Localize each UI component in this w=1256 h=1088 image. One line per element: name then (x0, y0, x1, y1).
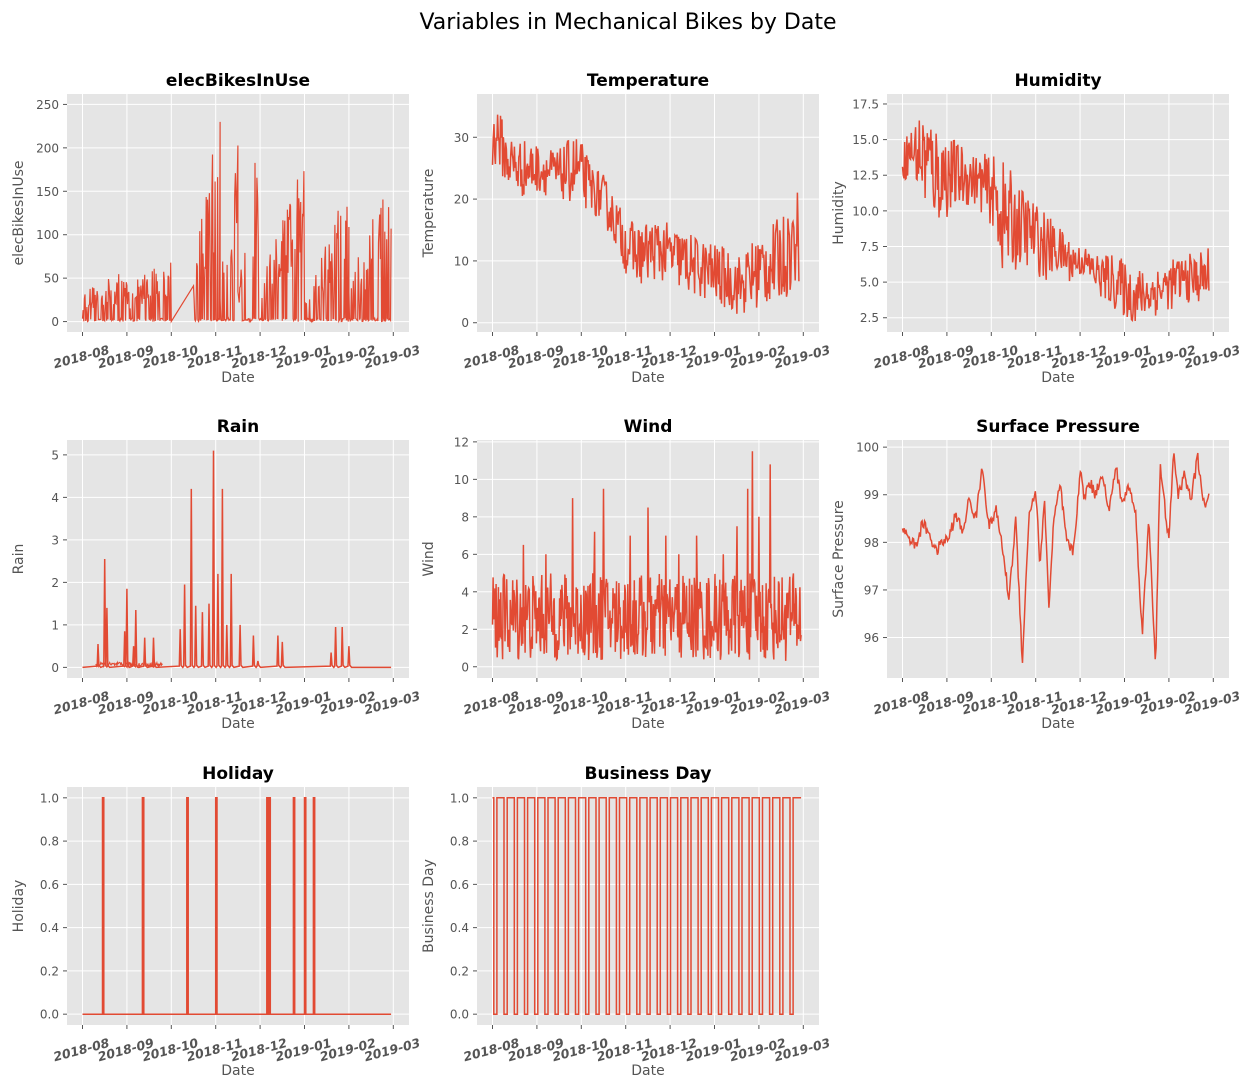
y-tick-label: 100 (36, 228, 59, 242)
y-tick-label: 12.5 (852, 169, 879, 183)
plot-area (67, 440, 409, 678)
plot-area (67, 787, 409, 1025)
x-axis-label: Date (221, 1063, 254, 1079)
y-tick-label: 10 (454, 473, 469, 487)
y-tick-label: 0.8 (40, 835, 59, 849)
y-tick-label: 7.5 (860, 240, 879, 254)
y-tick-label: 0.2 (450, 964, 469, 978)
y-tick-label: 1.0 (450, 791, 469, 805)
y-axis-label: Holiday (11, 880, 27, 933)
y-tick-label: 17.5 (852, 97, 879, 111)
series-line (901, 120, 1210, 323)
subplot-title: Humidity (1014, 71, 1101, 91)
x-axis-label: Date (1041, 716, 1074, 732)
y-tick-label: 10 (454, 254, 469, 268)
y-tick-label: 3 (51, 533, 59, 547)
y-axis-label: elecBikesInUse (11, 161, 27, 266)
subplot-title: Business Day (585, 764, 712, 784)
subplot-title: Rain (217, 417, 260, 437)
y-tick-label: 200 (36, 141, 59, 155)
subplot-humidity: 2.55.07.510.012.515.017.52018-082018-092… (831, 71, 1242, 386)
y-tick-label: 10.0 (852, 204, 879, 218)
y-tick-label: 0.4 (450, 921, 469, 935)
y-axis-label: Rain (11, 544, 27, 575)
subplot-temperature: 01020302018-082018-092018-102018-112018-… (421, 71, 832, 386)
y-tick-label: 250 (36, 98, 59, 112)
y-tick-label: 5 (51, 448, 59, 462)
y-axis-label: Temperature (421, 169, 437, 259)
y-axis-label: Humidity (831, 181, 847, 244)
series-line (82, 797, 392, 1015)
plot-area (477, 94, 819, 332)
y-tick-label: 96 (864, 631, 879, 645)
subplot-surface-pressure: 969798991002018-082018-092018-102018-112… (831, 417, 1242, 732)
subplot-title: Wind (624, 417, 673, 437)
x-axis-label: Date (631, 370, 664, 386)
x-axis-label: Date (631, 1063, 664, 1079)
subplot-title: Surface Pressure (976, 417, 1140, 437)
x-axis-label: Date (631, 716, 664, 732)
y-tick-label: 5.0 (860, 276, 879, 290)
y-tick-label: 50 (44, 272, 59, 286)
subplot-holiday: 0.00.20.40.60.81.02018-082018-092018-102… (11, 764, 422, 1079)
y-tick-label: 6 (461, 548, 469, 562)
y-tick-label: 150 (36, 185, 59, 199)
y-tick-label: 0.4 (40, 921, 59, 935)
y-tick-label: 4 (51, 491, 59, 505)
series-line (82, 450, 392, 670)
y-tick-label: 97 (864, 583, 879, 597)
y-tick-label: 100 (856, 441, 879, 455)
y-tick-label: 1.0 (40, 791, 59, 805)
figure-title: Variables in Mechanical Bikes by Date (419, 10, 836, 35)
y-tick-label: 0.8 (450, 835, 469, 849)
y-tick-label: 0 (51, 661, 59, 675)
x-axis-label: Date (221, 716, 254, 732)
y-tick-label: 0 (461, 316, 469, 330)
y-axis-label: Surface Pressure (831, 500, 847, 618)
y-tick-label: 0.6 (40, 878, 59, 892)
y-tick-label: 4 (461, 585, 469, 599)
series-line (492, 797, 802, 1015)
subplot-wind: 0246810122018-082018-092018-102018-11201… (421, 417, 832, 732)
y-tick-label: 0 (51, 315, 59, 329)
series-line (901, 452, 1210, 663)
series-line (491, 451, 802, 662)
subplot-title: Holiday (202, 764, 274, 784)
y-tick-label: 0.0 (40, 1008, 59, 1022)
plot-area (887, 440, 1229, 678)
y-axis-label: Business Day (421, 859, 437, 953)
y-tick-label: 2.5 (860, 311, 879, 325)
x-axis-label: Date (221, 370, 254, 386)
subplot-business-day: 0.00.20.40.60.81.02018-082018-092018-102… (421, 764, 832, 1079)
y-tick-label: 15.0 (852, 133, 879, 147)
series-line (491, 114, 800, 314)
y-axis-label: Wind (421, 541, 437, 576)
y-tick-label: 99 (864, 488, 879, 502)
y-tick-label: 98 (864, 536, 879, 550)
subplot-title: Temperature (587, 71, 709, 91)
subplot-title: elecBikesInUse (166, 71, 310, 91)
y-tick-label: 8 (461, 510, 469, 524)
y-tick-label: 0.0 (450, 1008, 469, 1022)
y-tick-label: 2 (461, 623, 469, 637)
y-tick-label: 0 (461, 660, 469, 674)
y-tick-label: 0.2 (40, 964, 59, 978)
y-tick-label: 12 (454, 435, 469, 449)
x-axis-label: Date (1041, 370, 1074, 386)
y-tick-label: 2 (51, 576, 59, 590)
y-tick-label: 1 (51, 618, 59, 632)
y-tick-label: 20 (454, 193, 469, 207)
subplot-rain: 0123452018-082018-092018-102018-112018-1… (11, 417, 422, 732)
subplot-elecbikesinuse: 0501001502002502018-082018-092018-102018… (11, 71, 422, 386)
y-tick-label: 0.6 (450, 878, 469, 892)
series-line (81, 121, 392, 324)
y-tick-label: 30 (454, 131, 469, 145)
